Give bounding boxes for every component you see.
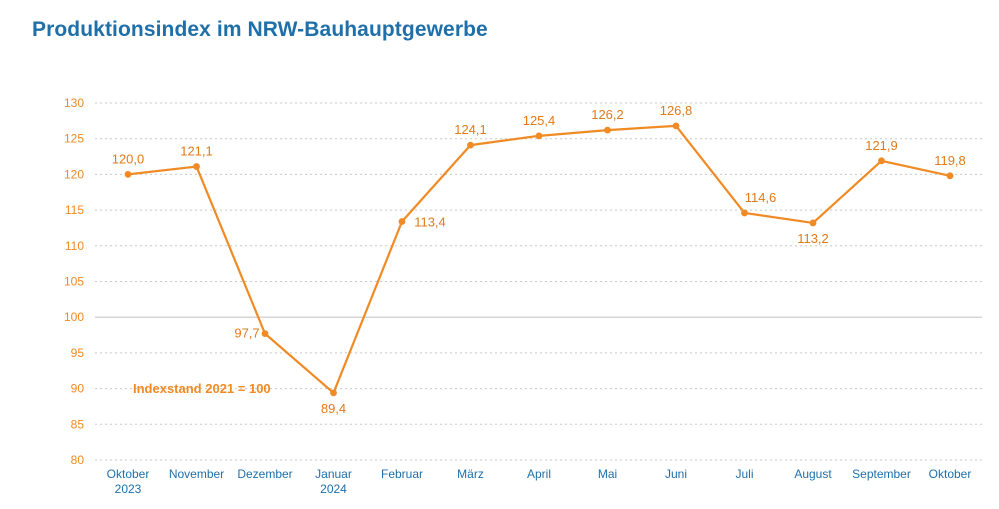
- data-point: [809, 219, 817, 227]
- x-tick-line: Mai: [598, 467, 617, 481]
- x-tick-label: November: [169, 467, 224, 481]
- data-point: [261, 330, 269, 338]
- x-tick-label: Oktober 2023: [107, 467, 150, 496]
- x-tick-line: 2023: [115, 482, 142, 496]
- data-label: 121,1: [180, 144, 213, 159]
- y-tick-label: 90: [71, 382, 85, 396]
- x-tick-line: Januar: [315, 467, 352, 481]
- x-tick-line: September: [852, 467, 911, 481]
- data-label: 97,7: [234, 326, 259, 341]
- data-label: 126,8: [660, 103, 693, 118]
- data-label: 126,2: [591, 107, 624, 122]
- data-point: [741, 209, 748, 217]
- y-tick-label: 85: [71, 417, 85, 431]
- x-tick-label: Dezember: [237, 467, 292, 481]
- grid-lines: [95, 102, 982, 461]
- data-label: 119,8: [934, 153, 966, 168]
- data-point: [193, 163, 200, 170]
- data-point: [946, 172, 954, 180]
- x-tick-line: Juni: [665, 467, 687, 481]
- data-point: [467, 141, 474, 149]
- x-tick-line: Dezember: [237, 467, 292, 481]
- x-tick-label: Juli: [735, 467, 753, 481]
- y-tick-label: 80: [71, 453, 85, 467]
- data-label: 121,9: [865, 138, 898, 153]
- y-tick-label: 95: [71, 346, 85, 360]
- x-tick-line: Oktober: [929, 467, 972, 481]
- x-tick-line: November: [169, 467, 224, 481]
- x-tick-line: März: [457, 467, 484, 481]
- x-tick-label: September: [852, 467, 911, 481]
- data-labels: 120,0 121,1 97,7 89,4 113,4 124,1 125,4 126,2 12…: [112, 103, 966, 416]
- x-tick-label: August: [794, 467, 832, 481]
- x-tick-label: Februar: [381, 467, 423, 481]
- data-label: 114,6: [745, 190, 777, 205]
- y-axis-ticks: 130 125 120 115 110 105 100 95 90 85 80: [64, 96, 84, 467]
- x-tick-line: Oktober: [107, 467, 150, 481]
- y-tick-label: 130: [64, 96, 84, 110]
- data-point: [672, 122, 680, 130]
- y-tick-label: 125: [64, 132, 84, 146]
- index-note: Indexstand 2021 = 100: [133, 381, 271, 396]
- x-tick-label: April: [527, 467, 551, 481]
- y-tick-label: 100: [64, 310, 84, 324]
- data-label: 89,4: [321, 401, 346, 416]
- x-tick-line: April: [527, 467, 551, 481]
- y-tick-label: 120: [64, 167, 84, 181]
- data-point: [604, 126, 611, 134]
- x-tick-line: Juli: [735, 467, 753, 481]
- x-tick-line: 2024: [320, 482, 347, 496]
- y-tick-label: 115: [65, 203, 84, 217]
- x-tick-label: Januar 2024: [315, 467, 352, 496]
- data-label: 120,0: [112, 151, 145, 166]
- data-point: [330, 389, 337, 397]
- data-label: 113,2: [797, 231, 829, 246]
- x-tick-label: März: [457, 467, 484, 481]
- y-tick-label: 105: [64, 275, 84, 289]
- x-tick-label: Juni: [665, 467, 687, 481]
- data-label: 113,4: [414, 215, 446, 230]
- data-label: 124,1: [454, 122, 487, 137]
- data-point: [535, 132, 543, 140]
- data-point: [398, 218, 406, 225]
- data-point: [878, 157, 885, 165]
- x-tick-line: Februar: [381, 467, 423, 481]
- chart-title: Produktionsindex im NRW-Bauhauptgewerbe: [32, 18, 488, 41]
- data-label: 125,4: [523, 113, 556, 128]
- x-tick-label: Mai: [598, 467, 617, 481]
- series-line: [124, 122, 954, 397]
- data-point: [124, 171, 132, 178]
- x-tick-line: August: [794, 467, 832, 481]
- x-tick-label: Oktober: [929, 467, 972, 481]
- y-tick-label: 110: [65, 239, 84, 253]
